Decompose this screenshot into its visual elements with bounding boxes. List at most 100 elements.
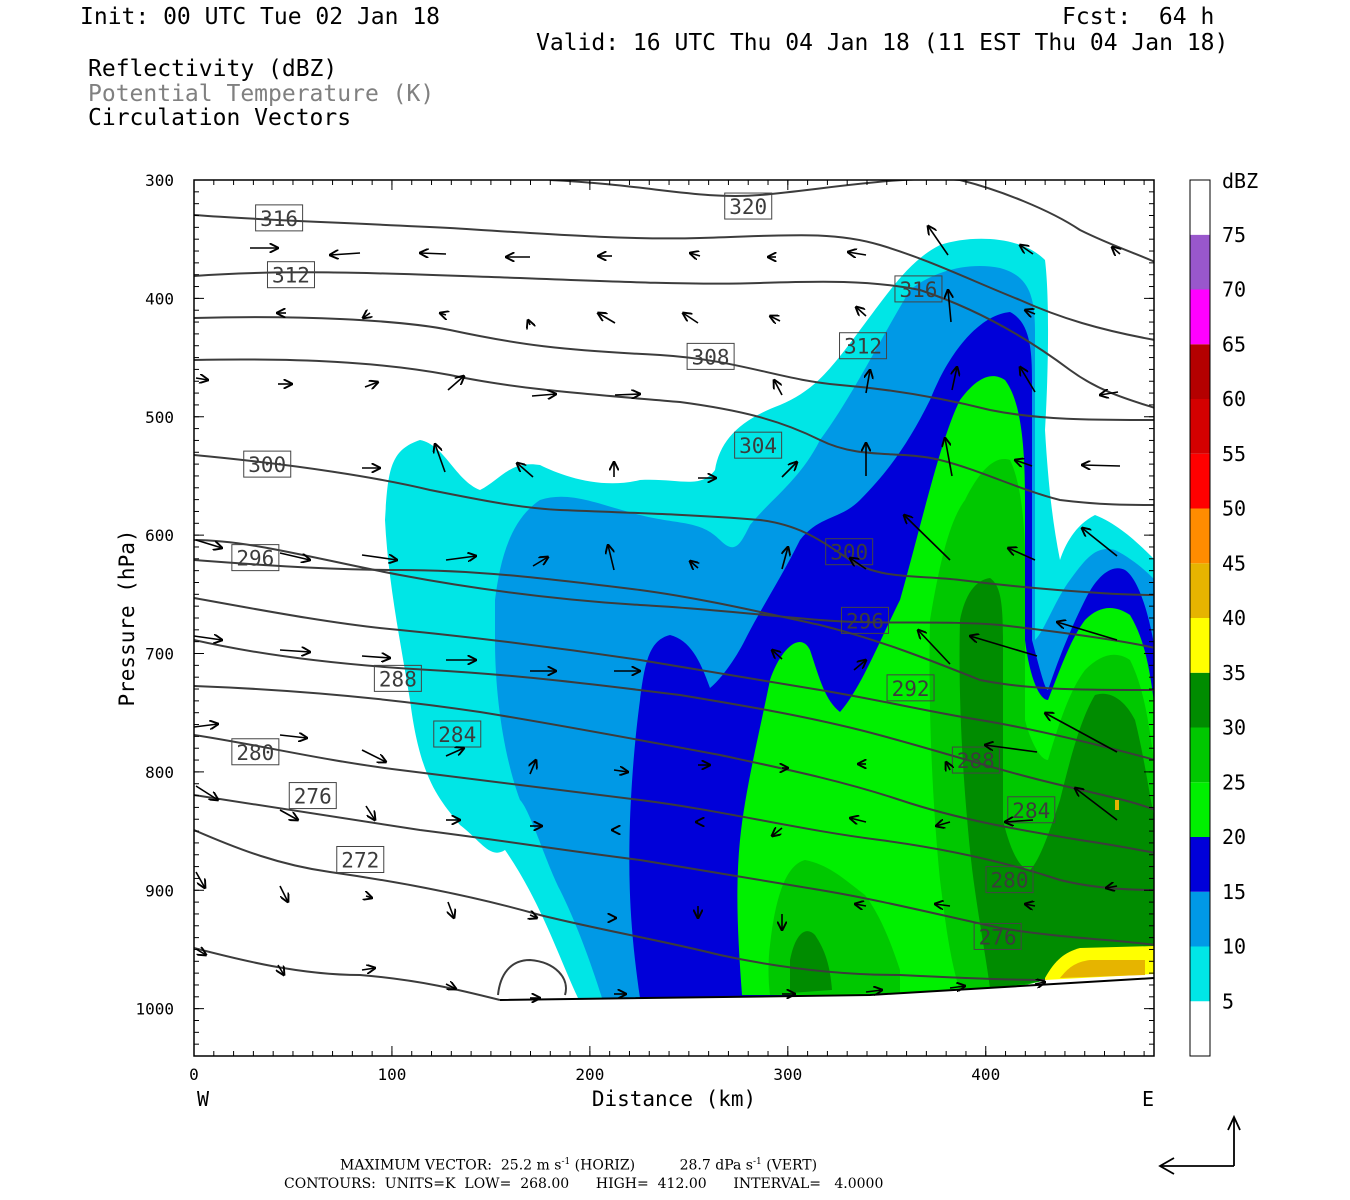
circulation-vector xyxy=(848,252,867,255)
circulation-vector xyxy=(330,253,361,255)
circulation-vector xyxy=(279,650,310,652)
svg-text:276: 276 xyxy=(294,785,332,809)
circulation-vector xyxy=(532,557,548,567)
circulation-vector xyxy=(952,367,957,391)
x-axis-east-label: E xyxy=(1142,1087,1154,1111)
circulation-vector xyxy=(936,822,951,826)
circulation-vector xyxy=(948,290,951,323)
y-tick-label: 900 xyxy=(145,881,174,900)
circulation-vector xyxy=(850,558,867,570)
svg-text:300: 300 xyxy=(248,453,286,477)
circulation-vector xyxy=(946,762,950,770)
circulation-vector xyxy=(435,444,446,473)
colorbar-band xyxy=(1190,234,1210,290)
svg-text:312: 312 xyxy=(844,335,882,359)
y-axis-label: Pressure (hPa) xyxy=(115,529,139,706)
colorbar-band xyxy=(1190,1001,1210,1056)
max-vector-horiz: 25.2 m s xyxy=(500,1157,562,1174)
circulation-vector xyxy=(1057,622,1118,641)
theta-label: 320 xyxy=(724,192,773,220)
field-reflectivity: Reflectivity (dBZ) xyxy=(88,56,338,82)
circulation-vector xyxy=(690,253,701,256)
colorbar-label: 30 xyxy=(1222,716,1246,740)
circulation-vector xyxy=(1005,820,1034,822)
theta-contour xyxy=(194,454,1154,596)
x-axis-ticks: 0 100 200 300 400 xyxy=(189,180,1000,1084)
circulation-vector xyxy=(194,636,222,640)
circulation-vector xyxy=(949,986,965,988)
reflectivity-fill xyxy=(194,238,1154,1056)
circulation-vector xyxy=(1025,310,1036,314)
init-time: Init: 00 UTC Tue 02 Jan 18 xyxy=(80,4,441,30)
circulation-vector xyxy=(985,745,1038,753)
circulation-vector xyxy=(866,370,870,394)
svg-text:276: 276 xyxy=(979,925,1017,949)
colorbar-band xyxy=(1190,727,1210,783)
svg-text:284: 284 xyxy=(1012,799,1050,823)
max-vector-note: MAXIMUM VECTOR: 25.2 m s-1 (HORIZ) 28.7 … xyxy=(340,1157,817,1174)
circulation-vector xyxy=(531,394,556,396)
circulation-vector xyxy=(195,871,205,888)
colorbar-label: 70 xyxy=(1222,278,1246,302)
max-vector-vert: 28.7 dPa s xyxy=(679,1157,753,1174)
colorbar-label: 25 xyxy=(1222,770,1246,794)
theta-contour xyxy=(549,180,1154,263)
circulation-vector xyxy=(195,378,208,380)
circulation-vector xyxy=(195,949,206,955)
circulation-vector xyxy=(850,818,867,822)
colorbar-label: 15 xyxy=(1222,880,1246,904)
circulation-vector xyxy=(1075,788,1118,821)
theta-label: 296 xyxy=(841,606,890,634)
svg-text:296: 296 xyxy=(236,547,274,571)
theta-label: 272 xyxy=(336,845,385,873)
y-tick-label: 500 xyxy=(145,408,174,427)
y-axis-ticks: 300 400 500 600 700 800 900 1000 xyxy=(135,171,1154,1019)
theta-contour xyxy=(194,597,1154,761)
circulation-vector xyxy=(194,724,218,727)
svg-text:284: 284 xyxy=(438,723,476,747)
colorbar-label: 35 xyxy=(1222,661,1246,685)
x-tick-label: 400 xyxy=(971,1065,1000,1084)
exponent: -1 xyxy=(561,1157,571,1167)
exponent: -1 xyxy=(752,1157,762,1167)
circulation-vector xyxy=(361,656,390,658)
colorbar-band xyxy=(1190,180,1210,235)
y-tick-label: 400 xyxy=(145,289,174,308)
colorbar-label: 5 xyxy=(1222,989,1234,1013)
circulation-vector xyxy=(772,650,783,660)
circulation-vector xyxy=(683,313,699,324)
circulation-vector xyxy=(445,556,476,560)
circulation-vector xyxy=(361,968,375,970)
theta-label: 284 xyxy=(433,720,482,748)
svg-text:316: 316 xyxy=(260,207,298,231)
circulation-vector xyxy=(855,904,867,906)
circulation-vector xyxy=(608,545,615,571)
contour-info: CONTOURS: UNITS=K LOW= 268.00 HIGH= 412.… xyxy=(284,1176,884,1192)
circulation-vector xyxy=(945,438,953,477)
circulation-vector xyxy=(928,226,949,256)
circulation-vector xyxy=(1112,247,1120,254)
circulation-vector xyxy=(517,463,534,478)
theta-label: 280 xyxy=(985,866,1034,894)
svg-text:272: 272 xyxy=(341,848,379,872)
svg-text:280: 280 xyxy=(236,741,274,765)
circulation-vector xyxy=(279,885,288,902)
circulation-vector xyxy=(614,394,640,395)
colorbar-band xyxy=(1190,946,1210,1002)
theta-contour xyxy=(194,559,1154,691)
y-tick-label: 800 xyxy=(145,763,174,782)
y-tick-label: 600 xyxy=(145,526,174,545)
y-tick-label: 300 xyxy=(145,171,174,190)
colorbar-band xyxy=(1190,672,1210,728)
circulation-vector xyxy=(530,915,537,918)
x-axis-label: Distance (km) xyxy=(592,1087,756,1111)
colorbar-label: 75 xyxy=(1222,223,1246,247)
svg-text:288: 288 xyxy=(379,667,417,691)
circulation-vector xyxy=(366,896,372,898)
colorbar-band xyxy=(1190,782,1210,837)
svg-text:304: 304 xyxy=(739,434,777,458)
y-tick-label: 1000 xyxy=(135,1000,174,1019)
circulation-vector xyxy=(856,307,867,317)
circulation-vector xyxy=(1034,982,1045,984)
circulation-vector xyxy=(970,636,1038,657)
